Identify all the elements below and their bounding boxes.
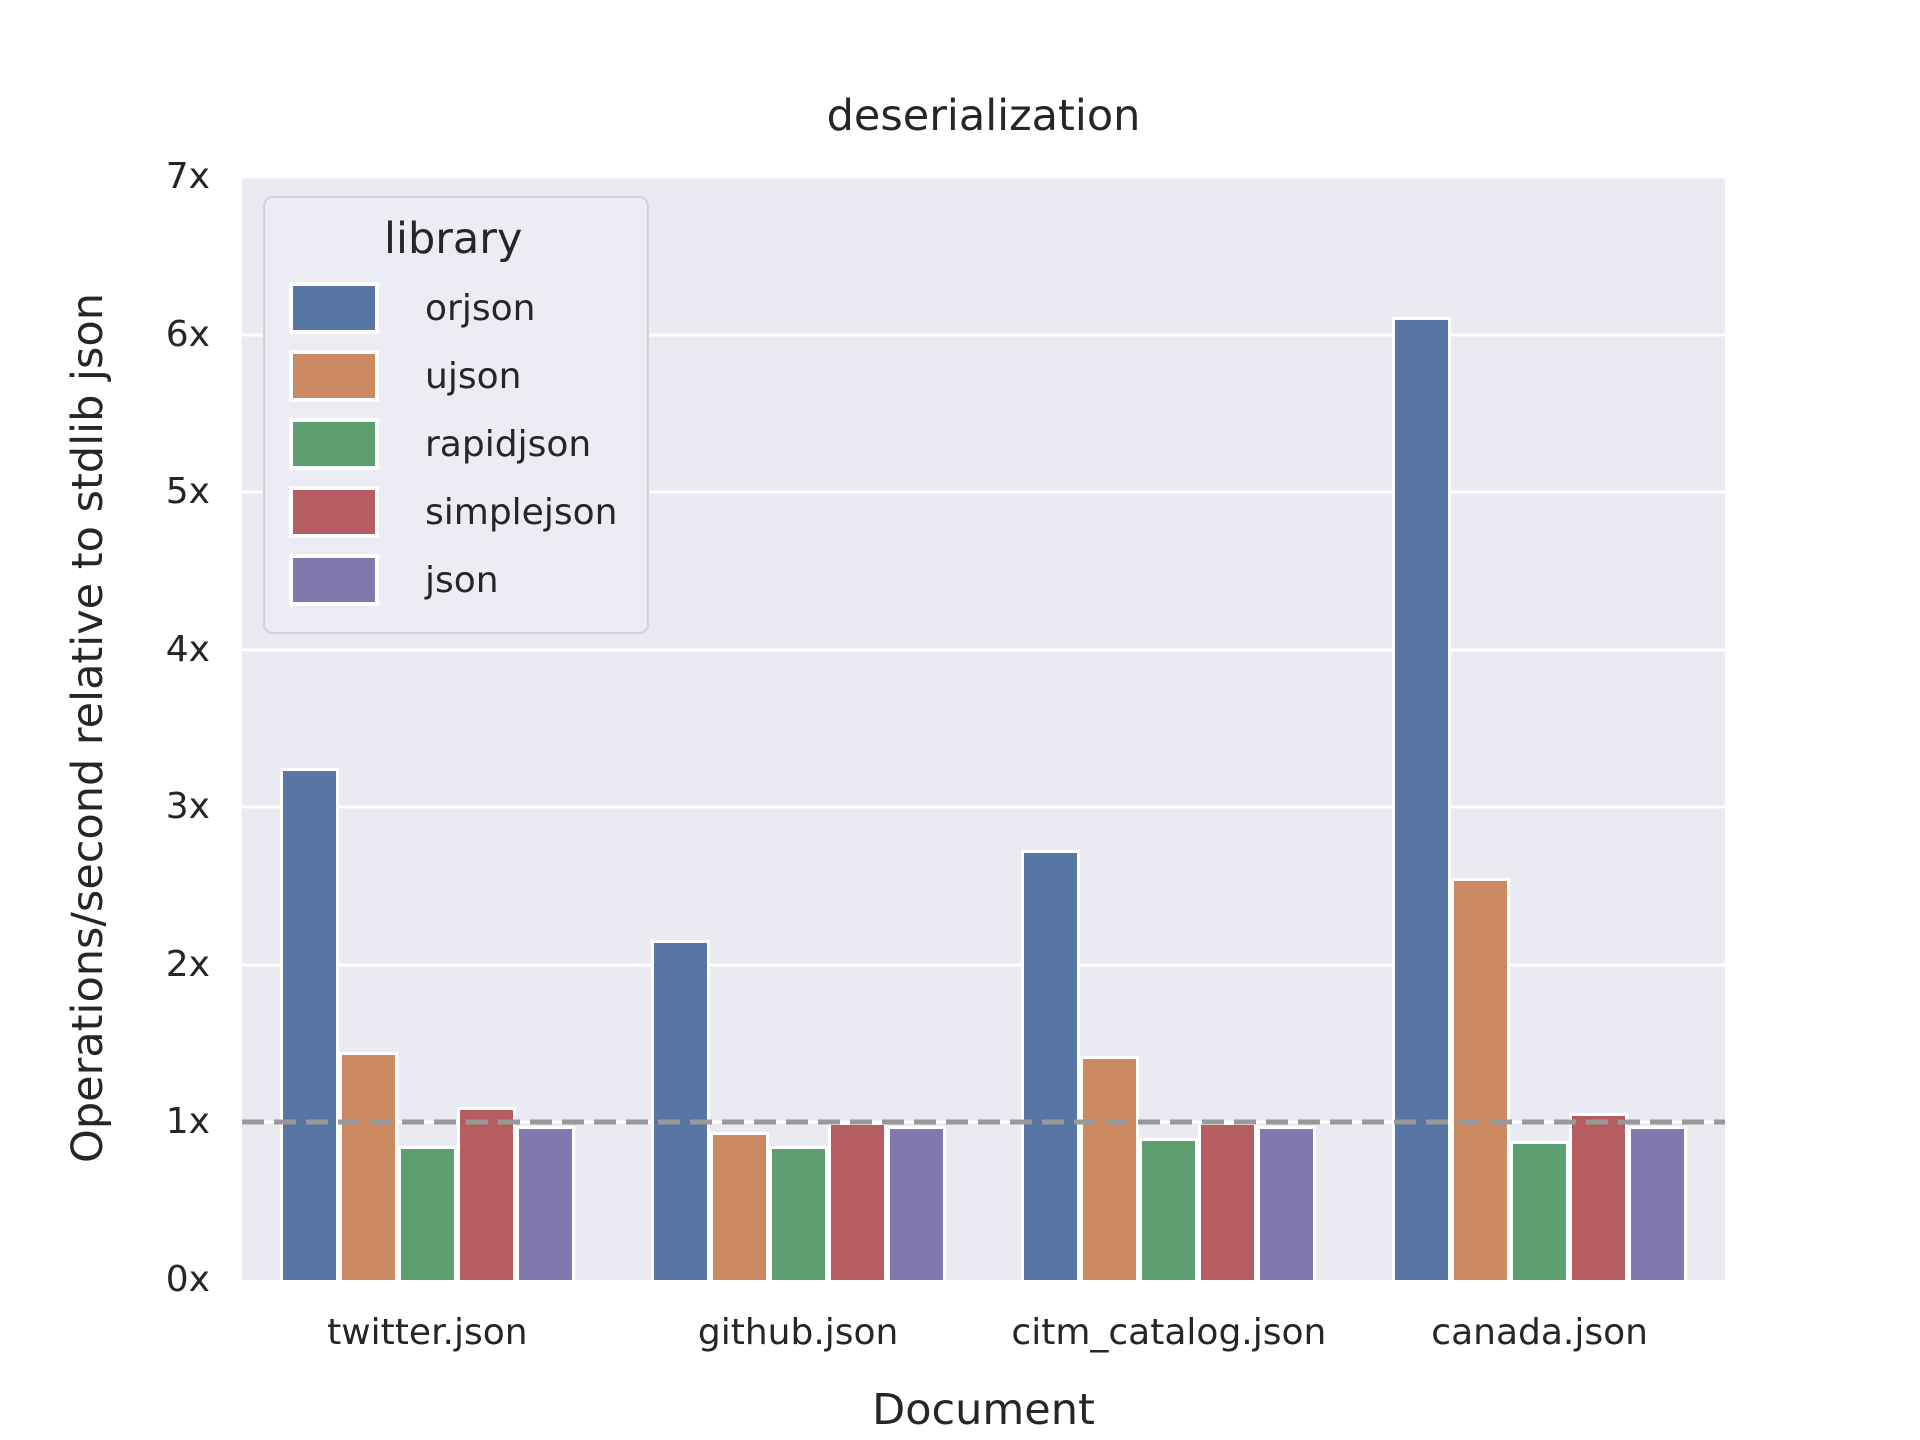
legend-swatch-simplejson xyxy=(289,486,379,538)
x-tick-label-canada.json: canada.json xyxy=(1431,1312,1648,1353)
legend-row-ujson: ujson xyxy=(289,342,617,410)
y-tick-label-0x: 0x xyxy=(165,1259,210,1300)
legend-swatch-orjson xyxy=(289,282,379,334)
x-axis-label: Document xyxy=(872,1385,1095,1435)
bar-ujson-citm_catalog.json xyxy=(1080,1056,1140,1280)
bar-group-github.json xyxy=(650,177,946,1280)
bar-rapidjson-citm_catalog.json xyxy=(1139,1138,1199,1280)
bar-ujson-twitter.json xyxy=(338,1051,398,1280)
bar-ujson-canada.json xyxy=(1451,878,1511,1280)
gridline-6x xyxy=(242,333,1725,337)
gridline-4x xyxy=(242,648,1725,652)
chart-title: deserialization xyxy=(826,91,1141,141)
y-tick-label-4x: 4x xyxy=(165,628,210,670)
gridline-7x xyxy=(242,175,1725,179)
plot-area: library orjson ujson rapidjson simplejson js… xyxy=(242,175,1725,1280)
bar-rapidjson-canada.json xyxy=(1510,1141,1570,1280)
bar-simplejson-canada.json xyxy=(1569,1112,1629,1280)
gridline-3x xyxy=(242,805,1725,809)
bar-simplejson-citm_catalog.json xyxy=(1198,1122,1258,1280)
bar-group-canada.json xyxy=(1392,177,1688,1280)
bar-group-twitter.json xyxy=(279,177,575,1280)
y-tick-label-7x: 7x xyxy=(165,156,210,197)
legend-row-simplejson: simplejson xyxy=(289,478,617,546)
legend-swatch-json xyxy=(289,554,379,606)
bar-rapidjson-twitter.json xyxy=(397,1146,457,1280)
bar-json-github.json xyxy=(886,1125,946,1280)
bar-orjson-canada.json xyxy=(1392,317,1452,1280)
legend-label-ujson: ujson xyxy=(425,355,522,397)
bar-simplejson-twitter.json xyxy=(456,1106,516,1280)
legend-label-json: json xyxy=(425,559,499,601)
legend-row-rapidjson: rapidjson xyxy=(289,410,617,478)
bar-orjson-github.json xyxy=(650,939,710,1280)
y-tick-label-2x: 2x xyxy=(165,943,210,985)
bar-group-citm_catalog.json xyxy=(1021,177,1317,1280)
bar-orjson-twitter.json xyxy=(279,767,339,1280)
legend-title: library xyxy=(384,214,523,264)
y-tick-label-1x: 1x xyxy=(165,1101,210,1143)
legend-swatch-rapidjson xyxy=(289,418,379,470)
x-tick-label-twitter.json: twitter.json xyxy=(327,1312,528,1353)
reference-line-1x xyxy=(242,1119,1725,1125)
bar-json-canada.json xyxy=(1628,1125,1688,1280)
bar-json-citm_catalog.json xyxy=(1257,1125,1317,1280)
gridline-5x xyxy=(242,490,1725,494)
x-tick-label-github.json: github.json xyxy=(697,1312,899,1353)
legend-row-orjson: orjson xyxy=(289,274,617,342)
legend-label-simplejson: simplejson xyxy=(425,491,618,533)
legend-label-orjson: orjson xyxy=(425,287,536,329)
x-tick-label-citm_catalog.json: citm_catalog.json xyxy=(1011,1312,1327,1353)
legend-swatch-ujson xyxy=(289,350,379,402)
legend: library orjson ujson rapidjson simplejson js… xyxy=(263,196,650,634)
legend-label-rapidjson: rapidjson xyxy=(425,423,592,465)
bar-orjson-citm_catalog.json xyxy=(1021,849,1081,1280)
legend-row-json: json xyxy=(289,546,617,614)
bar-ujson-github.json xyxy=(709,1131,769,1280)
y-tick-label-5x: 5x xyxy=(165,471,210,513)
bar-simplejson-github.json xyxy=(827,1122,887,1280)
y-tick-label-6x: 6x xyxy=(165,313,210,355)
bar-json-twitter.json xyxy=(515,1125,575,1280)
legend-rows: orjson ujson rapidjson simplejson json xyxy=(289,274,617,614)
y-tick-label-3x: 3x xyxy=(165,786,210,828)
y-axis-label: Operations/second relative to stdlib jso… xyxy=(63,293,113,1163)
gridline-2x xyxy=(242,963,1725,967)
bar-rapidjson-github.json xyxy=(768,1146,828,1280)
